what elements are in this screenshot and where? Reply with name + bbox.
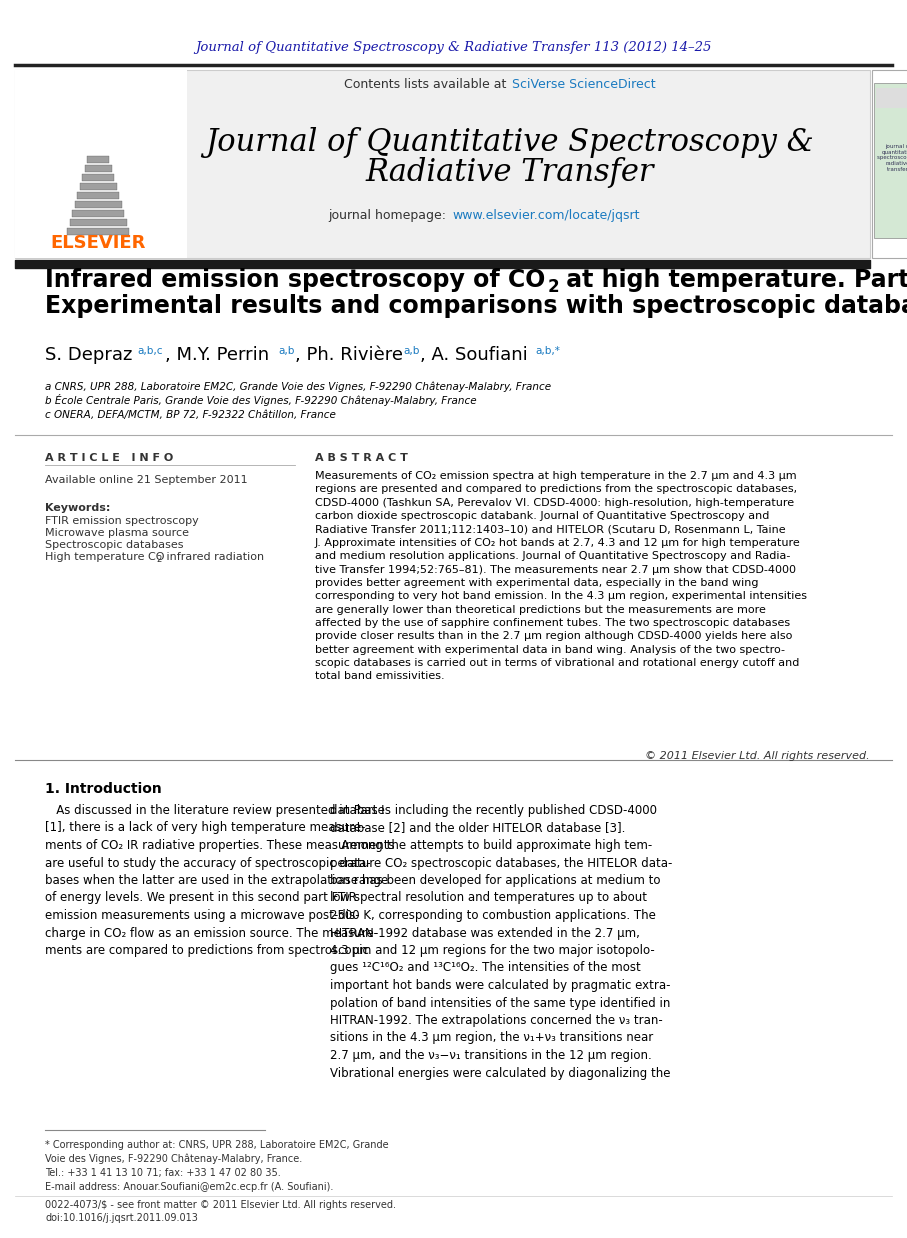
Text: Keywords:: Keywords: [45,503,111,513]
Text: a,b: a,b [403,345,419,357]
Text: databases including the recently published CDSD-4000
database [2] and the older : databases including the recently publish… [330,803,672,1080]
Text: , Ph. Rivière: , Ph. Rivière [295,345,403,364]
FancyBboxPatch shape [876,88,907,108]
Text: Spectroscopic databases: Spectroscopic databases [45,540,183,550]
Text: Contents lists available at: Contents lists available at [344,78,510,92]
Bar [87,156,109,163]
Text: 1. Introduction: 1. Introduction [45,782,161,796]
Text: b École Centrale Paris, Grande Voie des Vignes, F-92290 Châtenay-Malabry, France: b École Centrale Paris, Grande Voie des … [45,394,476,406]
Text: , A. Soufiani: , A. Soufiani [420,345,528,364]
FancyBboxPatch shape [874,83,907,238]
Text: 2: 2 [156,555,161,565]
Text: S. Depraz: S. Depraz [45,345,132,364]
Text: © 2011 Elsevier Ltd. All rights reserved.: © 2011 Elsevier Ltd. All rights reserved… [646,751,870,761]
Text: Journal of Quantitative Spectroscopy &: Journal of Quantitative Spectroscopy & [206,128,814,158]
Text: www.elsevier.com/locate/jqsrt: www.elsevier.com/locate/jqsrt [452,208,639,222]
Text: infrared radiation: infrared radiation [163,552,264,562]
FancyBboxPatch shape [15,71,870,258]
Bar [77,192,119,199]
Text: 0022-4073/$ - see front matter © 2011 Elsevier Ltd. All rights reserved.: 0022-4073/$ - see front matter © 2011 El… [45,1200,396,1210]
Text: FTIR emission spectroscopy: FTIR emission spectroscopy [45,516,199,526]
Text: Radiative Transfer: Radiative Transfer [366,156,654,187]
Text: Measurements of CO₂ emission spectra at high temperature in the 2.7 μm and 4.3 μ: Measurements of CO₂ emission spectra at … [315,470,807,681]
Text: Journal of Quantitative Spectroscopy & Radiative Transfer 113 (2012) 14–25: Journal of Quantitative Spectroscopy & R… [195,42,711,54]
Text: * Corresponding author at: CNRS, UPR 288, Laboratoire EM2C, Grande
Voie des Vign: * Corresponding author at: CNRS, UPR 288… [45,1140,388,1191]
FancyBboxPatch shape [872,71,907,258]
Text: c ONERA, DEFA/MCTM, BP 72, F-92322 Châtillon, France: c ONERA, DEFA/MCTM, BP 72, F-92322 Châti… [45,410,336,420]
Text: Experimental results and comparisons with spectroscopic databases: Experimental results and comparisons wit… [45,293,907,318]
Text: A R T I C L E   I N F O: A R T I C L E I N F O [45,453,173,463]
Text: a CNRS, UPR 288, Laboratoire EM2C, Grande Voie des Vignes, F-92290 Châtenay-Mala: a CNRS, UPR 288, Laboratoire EM2C, Grand… [45,381,551,392]
Text: a,b,c: a,b,c [137,345,162,357]
FancyBboxPatch shape [15,71,187,258]
Bar [82,175,114,181]
Bar [74,201,122,208]
Bar [72,210,124,217]
Text: SciVerse ScienceDirect: SciVerse ScienceDirect [512,78,656,92]
Text: Microwave plasma source: Microwave plasma source [45,527,189,539]
Bar [70,219,126,227]
Text: High temperature CO: High temperature CO [45,552,164,562]
Text: Available online 21 September 2011: Available online 21 September 2011 [45,475,248,485]
Text: journal homepage:: journal homepage: [328,208,450,222]
Text: As discussed in the literature review presented in Part I
[1], there is a lack o: As discussed in the literature review pr… [45,803,395,957]
Bar [80,183,116,189]
Text: doi:10.1016/j.jqsrt.2011.09.013: doi:10.1016/j.jqsrt.2011.09.013 [45,1213,198,1223]
Text: A B S T R A C T: A B S T R A C T [315,453,408,463]
Text: ELSEVIER: ELSEVIER [50,234,146,253]
Bar [84,165,112,172]
Text: journal of
quantitative
spectroscopy &
radiative
transfer: journal of quantitative spectroscopy & r… [877,144,907,172]
Text: 2: 2 [548,279,560,296]
Text: a,b: a,b [278,345,295,357]
Text: at high temperature. Part II:: at high temperature. Part II: [558,267,907,292]
Text: , M.Y. Perrin: , M.Y. Perrin [165,345,269,364]
Text: Infrared emission spectroscopy of CO: Infrared emission spectroscopy of CO [45,267,545,292]
Text: a,b,*: a,b,* [535,345,560,357]
Bar [67,228,129,235]
